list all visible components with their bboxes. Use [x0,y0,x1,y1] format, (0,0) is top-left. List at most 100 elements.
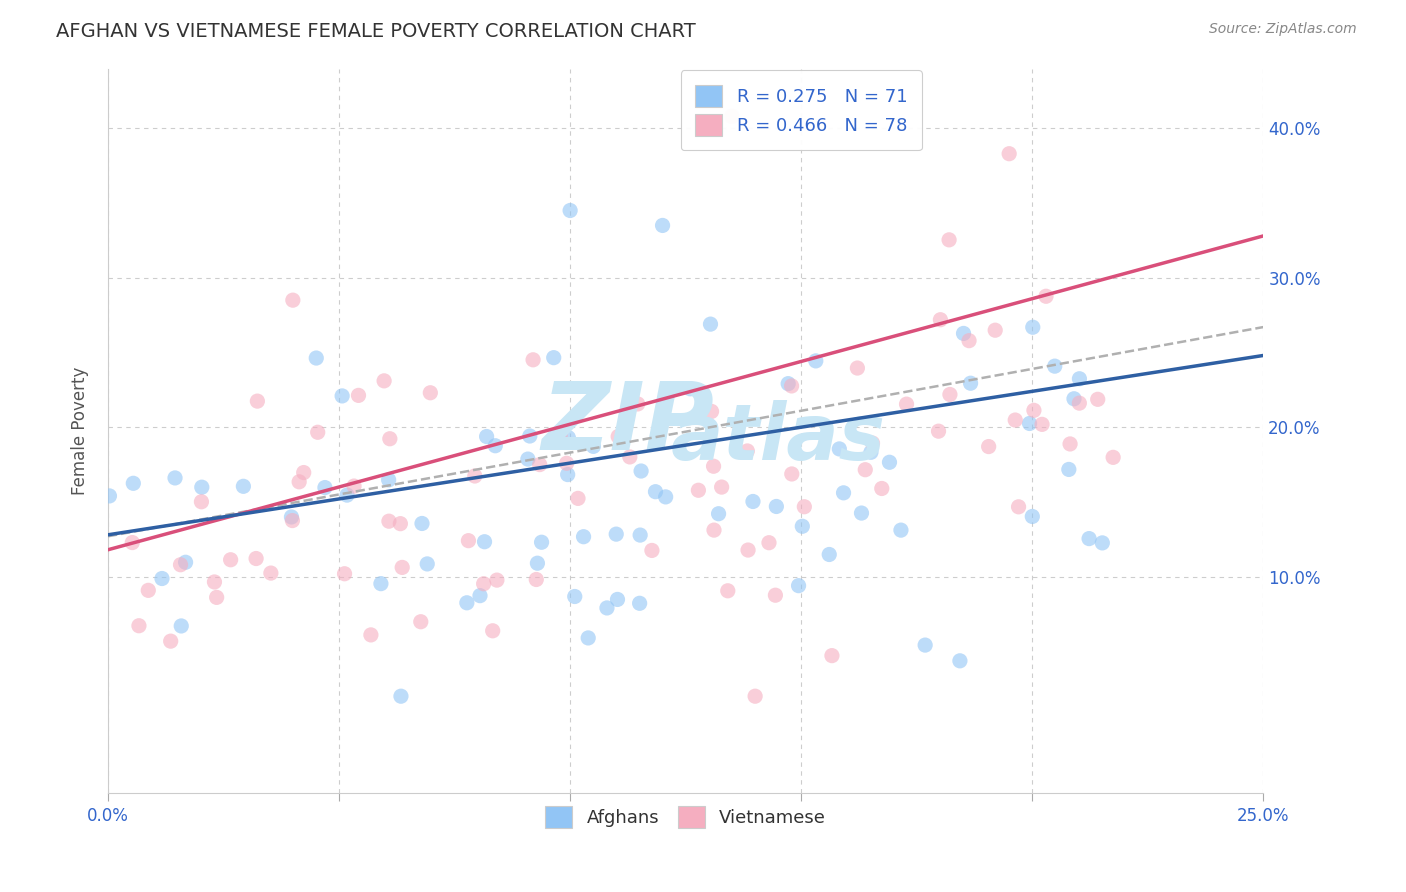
Point [122,476,145,491]
Point [557,431,579,445]
Text: ZIP: ZIP [541,377,714,470]
Point [700,404,723,418]
Point [557,467,579,482]
Point [644,484,666,499]
Point [765,500,787,514]
Point [630,464,652,478]
Point [174,555,197,569]
Point [744,690,766,704]
Point [150,572,173,586]
Point [1057,462,1080,476]
Point [787,579,810,593]
Point [481,624,503,638]
Point [389,516,412,531]
Point [939,387,962,401]
Point [204,574,226,589]
Point [679,382,702,396]
Point [360,628,382,642]
Point [558,203,581,218]
Point [555,456,578,470]
Point [780,379,803,393]
Point [484,439,506,453]
Point [170,619,193,633]
Point [232,479,254,493]
Point [163,471,186,485]
Point [707,507,730,521]
Point [314,481,336,495]
Point [952,326,974,341]
Point [524,573,547,587]
Point [641,543,664,558]
Point [628,596,651,610]
Point [619,450,641,464]
Point [651,219,673,233]
Point [859,445,882,459]
Point [409,615,432,629]
Point [1078,532,1101,546]
Point [804,354,827,368]
Point [526,556,548,570]
Point [516,452,538,467]
Point [128,618,150,632]
Point [582,439,605,453]
Point [330,389,353,403]
Point [1069,372,1091,386]
Point [828,442,851,456]
Point [572,530,595,544]
Point [343,479,366,493]
Point [245,551,267,566]
Point [370,576,392,591]
Point [456,596,478,610]
Point [1087,392,1109,407]
Point [596,601,619,615]
Point [280,510,302,524]
Point [792,519,814,533]
Text: AFGHAN VS VIETNAMESE FEMALE POVERTY CORRELATION CHART: AFGHAN VS VIETNAMESE FEMALE POVERTY CORR… [56,22,696,41]
Point [307,425,329,440]
Point [522,352,544,367]
Point [929,312,952,326]
Point [1069,396,1091,410]
Point [378,514,401,528]
Point [475,429,498,443]
Legend: Afghans, Vietnamese: Afghans, Vietnamese [538,798,834,835]
Point [389,690,412,704]
Point [607,429,630,443]
Point [333,566,356,581]
Point [219,553,242,567]
Point [474,534,496,549]
Point [378,432,401,446]
Point [710,480,733,494]
Point [928,424,950,438]
Point [717,583,740,598]
Point [606,592,628,607]
Point [832,486,855,500]
Point [1035,289,1057,303]
Point [957,334,980,348]
Point [347,388,370,402]
Point [879,455,901,469]
Point [737,444,759,458]
Point [288,475,311,489]
Point [853,463,876,477]
Text: atlas: atlas [671,401,886,476]
Point [548,428,571,442]
Point [949,654,972,668]
Point [778,376,800,391]
Point [914,638,936,652]
Point [246,394,269,409]
Point [472,576,495,591]
Point [793,500,815,514]
Point [846,361,869,376]
Point [1091,536,1114,550]
Point [758,535,780,549]
Point [699,317,721,331]
Point [336,488,359,502]
Point [136,583,159,598]
Point [205,591,228,605]
Point [457,533,479,548]
Point [1004,413,1026,427]
Point [737,543,759,558]
Point [260,566,283,580]
Text: Source: ZipAtlas.com: Source: ZipAtlas.com [1209,22,1357,37]
